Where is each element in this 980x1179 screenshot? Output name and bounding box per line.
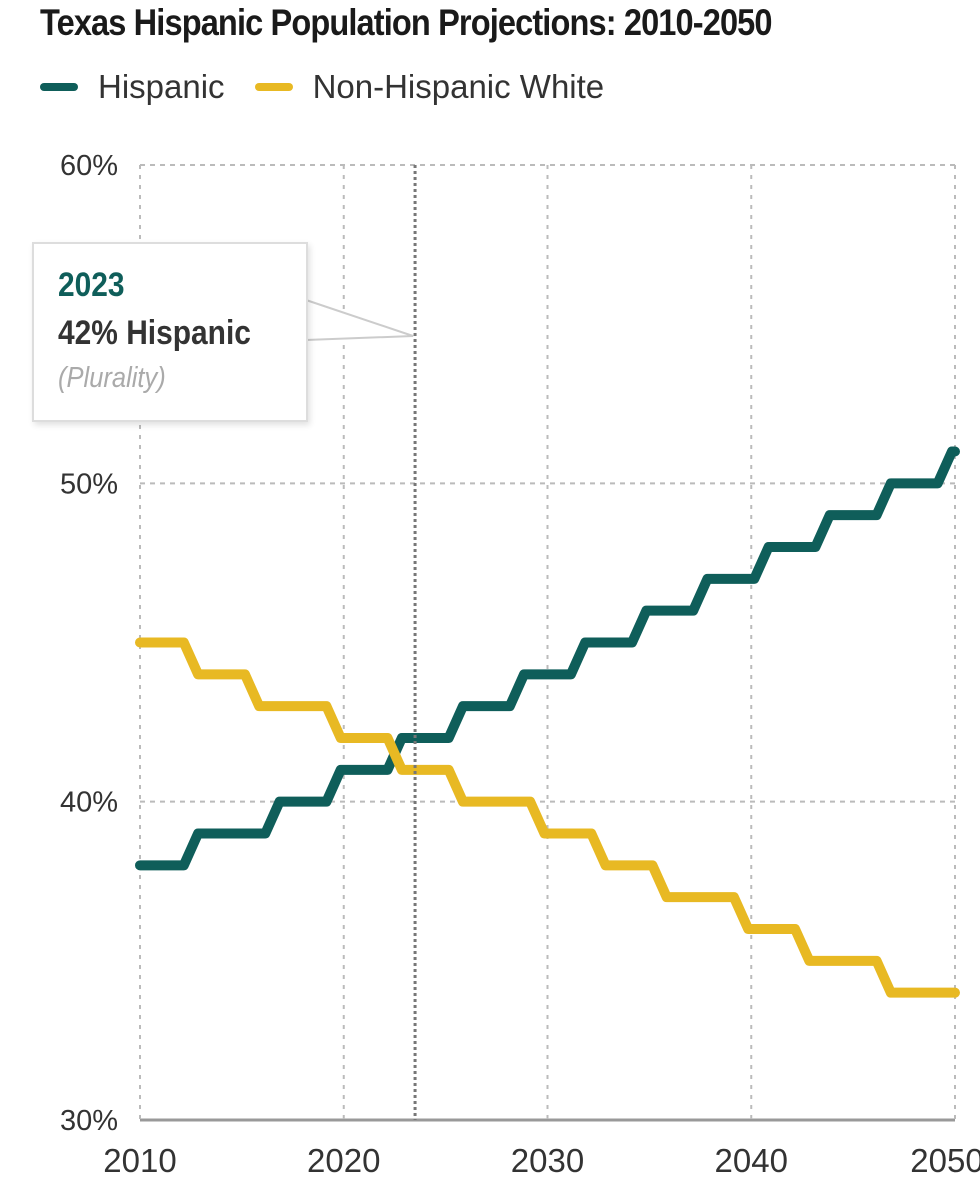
series-line-hispanic [135, 446, 960, 871]
chart-title: Texas Hispanic Population Projections: 2… [40, 2, 773, 43]
legend-swatch-hispanic [40, 83, 78, 91]
grid [139, 164, 956, 1122]
axis-ticks: 30% 40% 50% 60% 2010 2020 2030 2040 2050 [60, 150, 980, 1179]
callout-pointer [305, 299, 414, 341]
x-tick-label: 2020 [307, 1142, 380, 1179]
legend-swatch-non-hispanic-white [254, 83, 293, 91]
legend-label-non-hispanic-white: Non-Hispanic White [312, 68, 605, 105]
x-tick-label: 2010 [103, 1142, 176, 1179]
callout-year: 2023 [58, 266, 125, 304]
legend: Hispanic Non-Hispanic White [40, 68, 634, 106]
x-tick-label: 2030 [511, 1142, 584, 1179]
legend-label-hispanic: Hispanic [98, 68, 225, 105]
callout-note: (Plurality) [58, 362, 166, 394]
annotation-layer [305, 165, 417, 1120]
y-tick-label: 50% [60, 468, 118, 500]
x-tick-label: 2050 [910, 1142, 980, 1179]
y-tick-label: 30% [60, 1105, 118, 1137]
series-lines [135, 446, 960, 998]
y-tick-label: 60% [60, 150, 118, 182]
x-tick-label: 2040 [715, 1142, 788, 1179]
annotation-callout: 2023 42% Hispanic (Plurality) [32, 242, 308, 422]
callout-value: 42% Hispanic [58, 314, 251, 352]
y-tick-label: 40% [60, 787, 118, 819]
series-line-non-hispanic-white [135, 637, 960, 998]
